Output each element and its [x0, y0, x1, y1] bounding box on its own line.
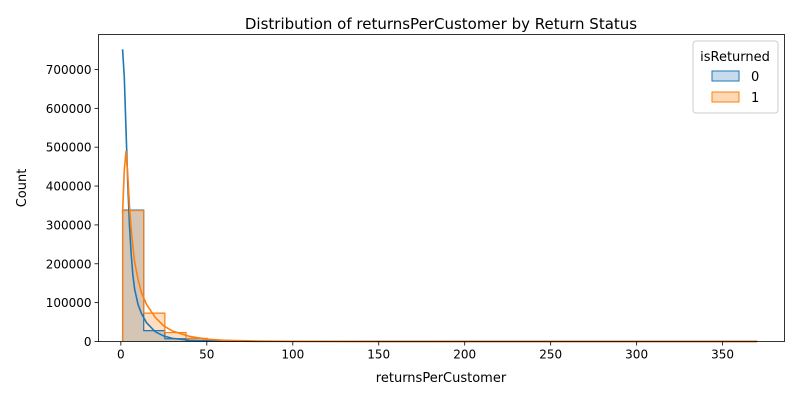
- plot-frame: [98, 34, 785, 342]
- x-tick-label: 150: [367, 348, 390, 362]
- y-axis-label: Count: [15, 169, 30, 208]
- x-tick-label: 250: [539, 348, 562, 362]
- legend-swatch-1: [711, 91, 740, 103]
- histogram-bar: [164, 338, 187, 342]
- kde-curve-1: [121, 151, 757, 343]
- y-tick-label: 700000: [46, 63, 92, 77]
- histogram-bar: [164, 332, 187, 342]
- x-tick-label: 50: [199, 348, 214, 362]
- x-tick-label: 100: [281, 348, 304, 362]
- x-axis-ticks: 0 50 100 150 200 250 300 350: [117, 341, 734, 362]
- y-tick-label: 0: [84, 335, 92, 349]
- legend-label-0: 0: [751, 70, 759, 85]
- kde-curve-0: [121, 49, 757, 343]
- plot-area: [98, 34, 785, 343]
- histogram-outline-0: [121, 209, 758, 343]
- y-tick-label: 200000: [46, 257, 92, 271]
- y-axis-ticks: 0 100000 200000 300000 400000 500000 600000 700…: [46, 63, 99, 349]
- x-tick-label: 0: [117, 348, 125, 362]
- histogram-outline-1: [121, 209, 758, 343]
- legend-label-1: 1: [751, 91, 759, 106]
- legend: isReturned 0 1: [692, 40, 779, 114]
- legend-title: isReturned: [700, 50, 770, 65]
- y-tick-label: 100000: [46, 296, 92, 310]
- y-tick-label: 400000: [46, 180, 92, 194]
- y-tick-label: 600000: [46, 102, 92, 116]
- y-tick-label: 500000: [46, 141, 92, 155]
- x-axis-label: returnsPerCustomer: [376, 371, 507, 386]
- chart-title: Distribution of returnsPerCustomer by Re…: [245, 15, 637, 33]
- y-tick-label: 300000: [46, 218, 92, 232]
- x-tick-label: 350: [711, 348, 734, 362]
- kde-curves: [121, 49, 757, 343]
- histogram-bar: [143, 330, 165, 342]
- x-tick-label: 300: [625, 348, 648, 362]
- histogram-bars: [121, 209, 758, 343]
- legend-swatch-0: [711, 70, 740, 82]
- x-tick-label: 200: [453, 348, 476, 362]
